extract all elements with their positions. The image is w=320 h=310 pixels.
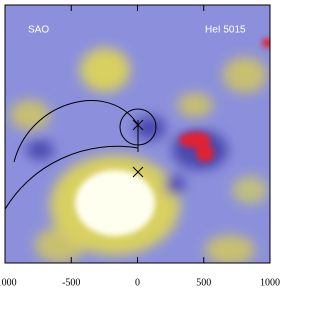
x-tick-label: -500	[62, 277, 80, 288]
chart: SAO HeI 5015 -1000 -500 0 500 1000	[0, 4, 280, 288]
annotation: HeI 5015	[205, 25, 246, 36]
annotation: SAO	[28, 25, 49, 36]
x-tick-label: 500	[196, 277, 211, 288]
x-tick-label: 0	[135, 277, 140, 288]
x-tick-label: -1000	[0, 277, 17, 288]
intensity-image	[5, 5, 270, 263]
x-tick-label: 1000	[260, 277, 280, 288]
